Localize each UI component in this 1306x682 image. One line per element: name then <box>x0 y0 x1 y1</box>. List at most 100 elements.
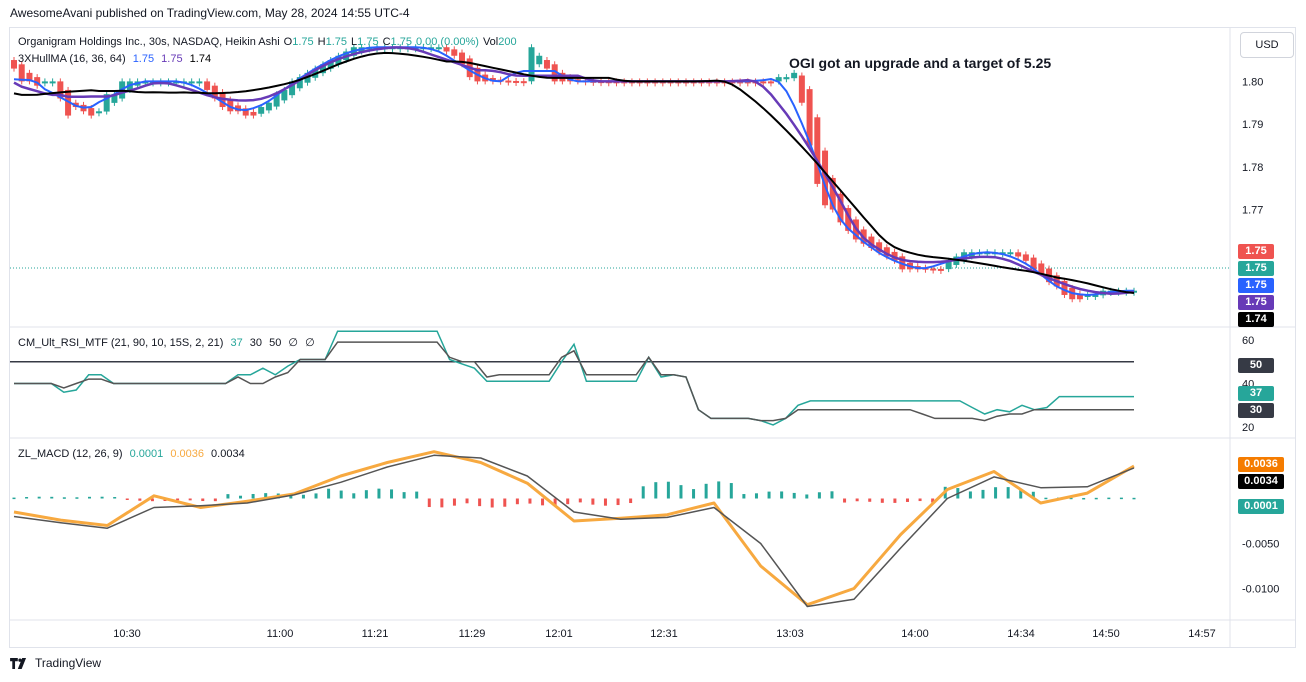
macd-histogram-bar <box>239 495 243 499</box>
candle <box>1015 252 1022 257</box>
macd-histogram-bar <box>629 498 633 504</box>
macd-histogram-bar <box>364 490 368 499</box>
rsi-pane <box>10 330 1134 426</box>
macd-histogram-bar <box>553 498 557 506</box>
candle <box>868 236 875 248</box>
macd-histogram-bar <box>150 498 154 502</box>
c-label: C <box>382 36 391 48</box>
macd-histogram-bar <box>729 483 733 499</box>
time-tick-label: 13:03 <box>776 628 804 640</box>
macd-histogram-bar <box>742 494 746 499</box>
macd-name: ZL_MACD (12, 26, 9) <box>18 448 123 460</box>
candle <box>775 77 782 82</box>
price-badge: 1.75 <box>1238 278 1274 293</box>
macd-histogram-bar <box>893 498 897 503</box>
candle <box>18 64 25 82</box>
candle <box>11 60 17 69</box>
candle <box>883 247 890 257</box>
macd-tick-label: -0.0100 <box>1242 584 1279 596</box>
macd-histogram-bar <box>704 483 708 499</box>
macd-histogram-bar <box>666 481 670 499</box>
macd-histogram-bar <box>968 491 972 499</box>
candle <box>1007 252 1014 255</box>
candle <box>930 268 937 271</box>
time-tick-label: 10:30 <box>113 628 141 640</box>
candle <box>296 77 303 89</box>
macd-histogram-bar <box>541 498 545 506</box>
macd-histogram-bar <box>880 498 884 503</box>
candle <box>111 94 118 103</box>
candle <box>103 94 110 112</box>
candle <box>34 77 41 86</box>
candle <box>528 47 535 82</box>
candle <box>783 77 790 80</box>
rsi-badge: 30 <box>1238 403 1274 418</box>
macd-histogram-bar <box>1069 497 1073 500</box>
close-value: 1.75 <box>390 36 412 48</box>
macd-histogram-bar <box>226 494 230 499</box>
candle <box>57 81 64 99</box>
macd-histogram-bar <box>113 497 117 499</box>
price-tick-label: 1.80 <box>1242 76 1263 88</box>
price-pane <box>11 44 1137 303</box>
hull-legend[interactable]: 3XHullMA (16, 36, 64) 1.75 1.75 1.74 <box>18 53 215 65</box>
time-tick-label: 14:00 <box>901 628 929 640</box>
macd-histogram-bar <box>88 496 92 499</box>
candle <box>984 252 991 255</box>
macd-histogram-bar <box>327 488 331 499</box>
main-legend[interactable]: Organigram Holdings Inc., 30s, NASDAQ, H… <box>18 36 521 48</box>
candle <box>945 260 952 270</box>
hull-value-2: 1.75 <box>161 53 183 65</box>
macd-histogram-bar <box>138 498 142 501</box>
rsi-name: CM_Ult_RSI_MTF (21, 90, 10, 15S, 2, 21) <box>18 337 224 349</box>
candle <box>937 268 944 271</box>
macd-histogram-bar <box>1107 497 1111 500</box>
macd-histogram-bar <box>905 498 909 502</box>
price-badge: 1.75 <box>1238 261 1274 276</box>
candle <box>760 81 767 84</box>
candle <box>65 89 72 116</box>
macd-histogram-bar <box>62 497 66 499</box>
macd-histogram-bar <box>805 494 809 499</box>
rsi-legend[interactable]: CM_Ult_RSI_MTF (21, 90, 10, 15S, 2, 21) … <box>18 336 319 349</box>
macd-histogram-bar <box>427 498 431 508</box>
macd-tick-label: -0.0050 <box>1242 539 1279 551</box>
candle <box>443 47 450 52</box>
candle <box>543 60 550 69</box>
macd-legend[interactable]: ZL_MACD (12, 26, 9) 0.0001 0.0036 0.0034 <box>18 448 249 460</box>
footer-brand[interactable]: TradingView <box>10 656 101 670</box>
rsi-value-2: 30 <box>249 337 263 349</box>
macd-histogram-bar <box>918 498 922 502</box>
currency-button[interactable]: USD <box>1240 32 1294 58</box>
rsi-value-4: ∅ <box>288 337 299 349</box>
macd-histogram-bar <box>213 498 217 502</box>
chart-frame[interactable] <box>9 27 1296 648</box>
macd-histogram-bar <box>503 498 507 507</box>
candle <box>211 85 218 99</box>
macd-histogram-bar <box>301 494 305 499</box>
macd-histogram-bar <box>402 492 406 499</box>
macd-histogram-bar <box>490 498 494 508</box>
candle <box>1022 254 1029 261</box>
change-value: 0.00 (0.00%) <box>415 36 479 48</box>
o-label: O <box>283 36 293 48</box>
macd-histogram-bar <box>251 493 255 499</box>
macd-histogram-bar <box>465 498 469 504</box>
macd-histogram-bar <box>100 496 104 499</box>
macd-histogram-bar <box>868 498 872 502</box>
candle <box>435 47 442 50</box>
candle <box>574 79 581 82</box>
candle <box>513 80 520 83</box>
macd-histogram-bar <box>352 493 356 499</box>
macd-histogram-bar <box>855 498 859 502</box>
candle <box>258 107 265 114</box>
macd-histogram-bar <box>616 498 620 506</box>
macd-histogram-bar <box>981 489 985 499</box>
macd-histogram-bar <box>25 497 29 499</box>
macd-histogram-bar <box>1019 489 1023 499</box>
chart-annotation[interactable]: OGI got an upgrade and a target of 5.25 <box>789 55 1052 71</box>
macd-histogram-bar <box>603 498 607 506</box>
candle <box>791 72 798 79</box>
macd-histogram-bar <box>679 485 683 499</box>
